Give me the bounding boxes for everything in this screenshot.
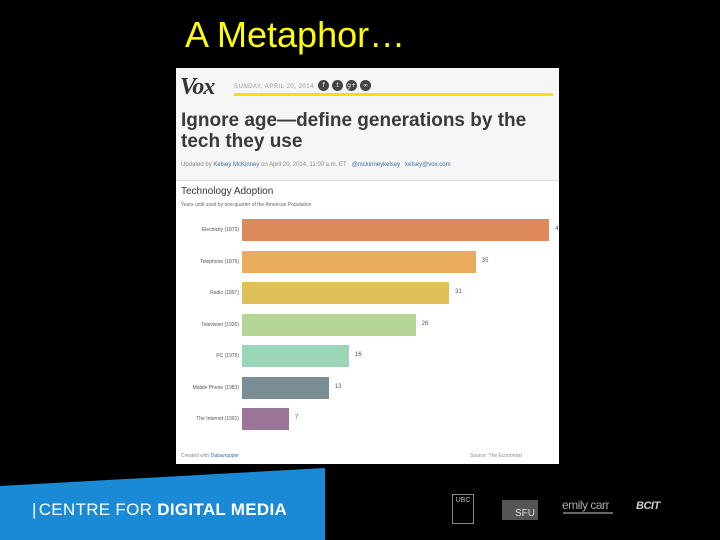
twitter-icon[interactable]: t xyxy=(332,80,343,91)
value-label: 31 xyxy=(455,289,462,295)
bar xyxy=(242,313,416,336)
category-label: The Internet (1991) xyxy=(196,416,239,422)
value-label: 46 xyxy=(555,226,559,232)
value-label: 7 xyxy=(294,415,299,421)
byline-author[interactable]: Kelsey McKinney xyxy=(213,162,260,168)
bar xyxy=(242,408,289,430)
chart-title: Technology Adoption xyxy=(181,186,274,197)
value-label: 35 xyxy=(481,257,489,264)
article-header: Vox SUNDAY, APRIL 20, 2014 f t g+ ∞ Igno… xyxy=(176,68,559,180)
bar xyxy=(242,250,476,273)
emily-carr-logo: emily carr xyxy=(562,498,610,512)
chart-subtitle: Years until used by one-quarter of the A… xyxy=(181,202,312,208)
byline-prefix: Updated by xyxy=(181,162,214,168)
category-label: Television (1926) xyxy=(201,321,239,328)
byline-date: on April 20, 2014, 11:00 a.m. ET xyxy=(259,162,347,168)
ubc-logo: UBC xyxy=(452,494,474,524)
value-label: 16 xyxy=(354,352,362,358)
value-label: 26 xyxy=(421,320,429,327)
cdm-bold: DIGITAL MEDIA xyxy=(157,500,288,519)
category-label: Mobile Phone (1983) xyxy=(192,384,239,391)
emily-carr-subline xyxy=(563,512,613,514)
bar xyxy=(242,219,550,241)
chart-footer: Created with Datawrapper xyxy=(181,453,239,459)
category-label: PC (1975) xyxy=(216,353,239,359)
google-plus-icon[interactable]: g+ xyxy=(346,80,357,91)
category-label: Electricity (1873) xyxy=(201,227,239,233)
bar xyxy=(242,345,349,367)
article-screenshot: Vox SUNDAY, APRIL 20, 2014 f t g+ ∞ Igno… xyxy=(176,68,559,464)
share-icon[interactable]: ∞ xyxy=(360,80,371,91)
category-label: Radio (1897) xyxy=(210,290,239,296)
datawrapper-link[interactable]: Datawrapper xyxy=(210,453,240,459)
article-byline: Updated by Kelsey McKinney on April 20, … xyxy=(181,162,556,168)
vox-logo: Vox xyxy=(180,74,215,100)
article-dateline: SUNDAY, APRIL 20, 2014 xyxy=(234,84,314,90)
bar xyxy=(242,282,450,304)
category-label: Telephone (1876) xyxy=(200,258,239,265)
article-headline: Ignore age—define generations by the tec… xyxy=(181,110,527,152)
bcit-logo: BCIT xyxy=(636,500,660,512)
social-icons: f t g+ ∞ xyxy=(318,80,371,91)
centre-for-digital-media-logo: | CENTRE FOR DIGITAL MEDIA xyxy=(32,500,288,519)
byline-email[interactable]: kelsey@vox.com xyxy=(405,162,451,168)
sfu-logo: SFU xyxy=(502,500,538,520)
value-label: 13 xyxy=(334,383,342,390)
bar xyxy=(242,376,329,399)
facebook-icon[interactable]: f xyxy=(318,80,329,91)
chart-source: Source: The Economist xyxy=(470,453,522,459)
slide-title: A Metaphor… xyxy=(185,14,406,55)
cdm-prefix: CENTRE FOR xyxy=(38,500,158,519)
technology-adoption-chart: Technology Adoption Years until used by … xyxy=(176,180,559,464)
byline-twitter[interactable]: @mckinneykelsey xyxy=(351,162,401,168)
header-rule xyxy=(234,93,553,96)
chart-footer-text: Created with xyxy=(181,453,211,459)
